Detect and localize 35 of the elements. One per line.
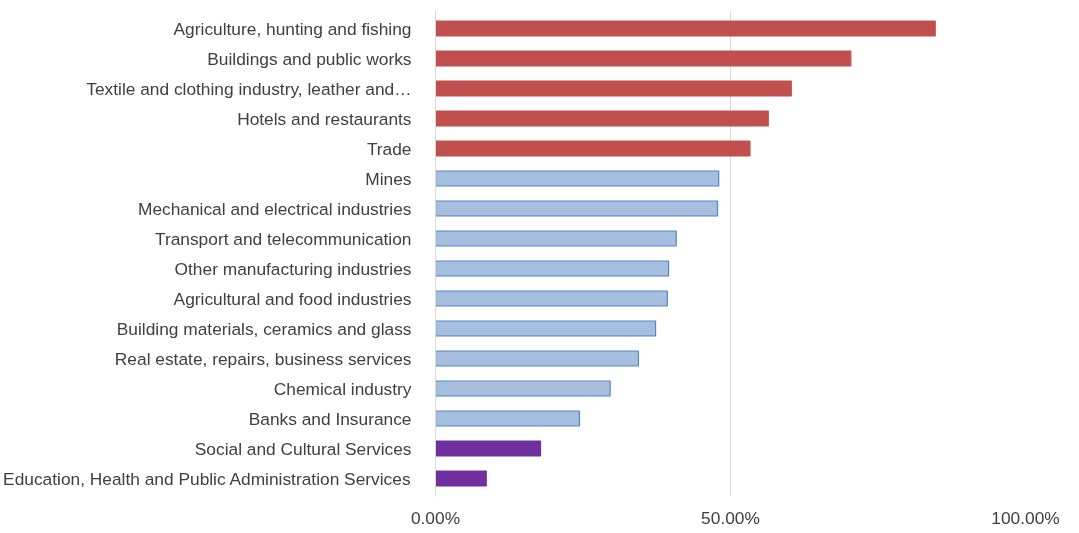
y-tick-label: Agricultural and food industries — [173, 288, 412, 309]
bar — [435, 410, 581, 427]
y-tick-label: Trade — [366, 138, 412, 159]
y-tick-label: Chemical industry — [273, 378, 412, 399]
bar — [435, 380, 611, 397]
y-tick-label: Buildings and public works — [207, 48, 412, 69]
bar — [435, 50, 852, 67]
bar — [435, 320, 657, 337]
y-tick-label: Building materials, ceramics and glass — [116, 318, 412, 339]
y-tick-label: Real estate, repairs, business services — [114, 348, 412, 369]
y-tick-label: Textile and clothing industry, leather and… — [86, 78, 412, 99]
y-tick-label: Banks and Insurance — [248, 408, 412, 429]
y-tick-label: Mines — [365, 168, 412, 189]
y-tick-label: Hotels and restaurants — [237, 108, 412, 129]
bar — [435, 140, 751, 157]
y-tick-label: Social and Cultural Services — [194, 438, 412, 459]
bar — [435, 170, 720, 187]
bar — [435, 20, 936, 37]
bar — [435, 260, 670, 277]
x-tick-label: 50.00% — [701, 507, 760, 528]
y-tick-label: Agriculture, hunting and fishing — [173, 18, 412, 39]
bar — [435, 470, 487, 487]
bar — [435, 290, 668, 307]
bar — [435, 200, 719, 217]
bar — [435, 350, 640, 367]
y-tick-label: Education, Health and Public Administration Services — [3, 468, 411, 489]
y-tick-label: Other manufacturing industries — [174, 258, 412, 279]
y-tick-label: Transport and telecommunication — [154, 228, 412, 249]
bar — [435, 230, 677, 247]
x-tick-label: 0.00% — [410, 507, 461, 528]
bar — [435, 440, 542, 457]
bar — [435, 110, 769, 127]
y-tick-label: Mechanical and electrical industries — [137, 198, 412, 219]
x-tick-label: 100.00% — [991, 507, 1060, 528]
bar — [435, 80, 792, 97]
